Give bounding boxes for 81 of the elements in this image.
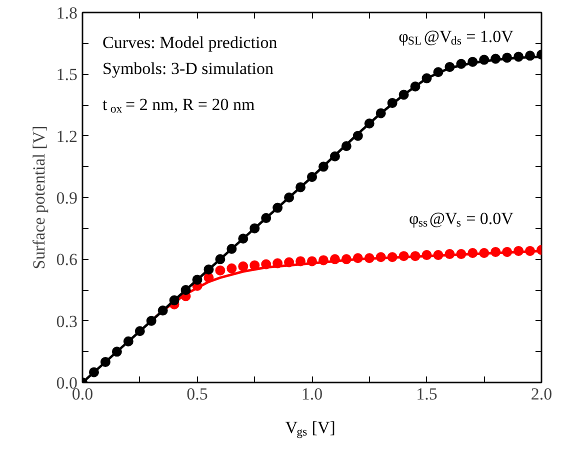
- point: [169, 295, 180, 306]
- point: [479, 248, 490, 258]
- point: [158, 306, 168, 316]
- annotation: Curves: Model prediction: [102, 33, 278, 52]
- point: [456, 58, 466, 69]
- point: [250, 223, 260, 234]
- point: [422, 73, 432, 84]
- point: [226, 263, 237, 274]
- point: [514, 52, 524, 62]
- point: [318, 255, 328, 266]
- point: [261, 259, 272, 270]
- point: [433, 250, 444, 260]
- point: [215, 265, 226, 276]
- point: [134, 326, 145, 336]
- point: [284, 192, 294, 202]
- x-tick-label: 2.0: [530, 384, 552, 404]
- point: [525, 50, 536, 61]
- annotation: Symbols: 3-D simulation: [102, 59, 274, 78]
- point: [364, 253, 374, 264]
- point: [261, 213, 272, 224]
- point: [514, 246, 524, 256]
- point: [284, 257, 294, 268]
- point: [204, 264, 214, 274]
- point: [376, 252, 386, 262]
- point: [307, 256, 317, 266]
- point: [341, 254, 352, 264]
- point: [364, 118, 374, 128]
- point: [318, 162, 328, 172]
- point: [238, 234, 248, 244]
- point: [272, 202, 283, 213]
- point: [422, 250, 432, 260]
- point: [444, 62, 455, 72]
- point: [204, 272, 214, 283]
- point: [490, 54, 501, 64]
- point: [479, 54, 490, 65]
- point: [376, 108, 386, 118]
- point: [468, 248, 478, 258]
- point: [180, 285, 191, 295]
- point: [112, 346, 122, 357]
- point: [296, 182, 306, 192]
- point: [387, 252, 398, 262]
- point: [398, 90, 409, 100]
- point: [123, 336, 134, 346]
- point: [433, 67, 444, 78]
- point: [490, 246, 501, 257]
- y-tick-label: 1.2: [56, 126, 78, 146]
- point: [468, 56, 478, 67]
- point: [410, 82, 420, 92]
- x-tick-label: 0.5: [186, 384, 208, 404]
- x-tick-label: 1.0: [301, 384, 323, 404]
- point: [192, 274, 202, 285]
- x-tick-label: 1.5: [416, 384, 438, 404]
- point: [352, 130, 363, 141]
- point: [456, 249, 466, 260]
- y-tick-label: 0.9: [56, 188, 78, 208]
- y-tick-label: 0.6: [56, 250, 78, 270]
- y-tick-label: 1.8: [56, 4, 78, 22]
- y-axis-title: Surface potential [V]: [29, 126, 48, 270]
- point: [272, 258, 283, 268]
- point: [307, 172, 317, 182]
- point: [330, 151, 340, 162]
- point: [352, 253, 363, 264]
- point: [250, 260, 260, 270]
- point: [146, 316, 156, 326]
- point: [296, 256, 306, 266]
- point: [502, 246, 512, 257]
- point: [100, 356, 110, 367]
- point: [444, 249, 455, 260]
- point: [226, 244, 237, 254]
- point: [410, 251, 420, 262]
- point: [330, 254, 340, 264]
- point: [387, 98, 398, 108]
- point: [525, 246, 536, 256]
- y-tick-label: 0.3: [56, 312, 78, 331]
- point: [215, 254, 226, 264]
- point: [502, 52, 512, 63]
- point: [341, 141, 352, 152]
- point: [398, 251, 409, 262]
- point: [238, 261, 248, 272]
- y-tick-label: 1.5: [56, 65, 78, 84]
- point: [88, 367, 99, 378]
